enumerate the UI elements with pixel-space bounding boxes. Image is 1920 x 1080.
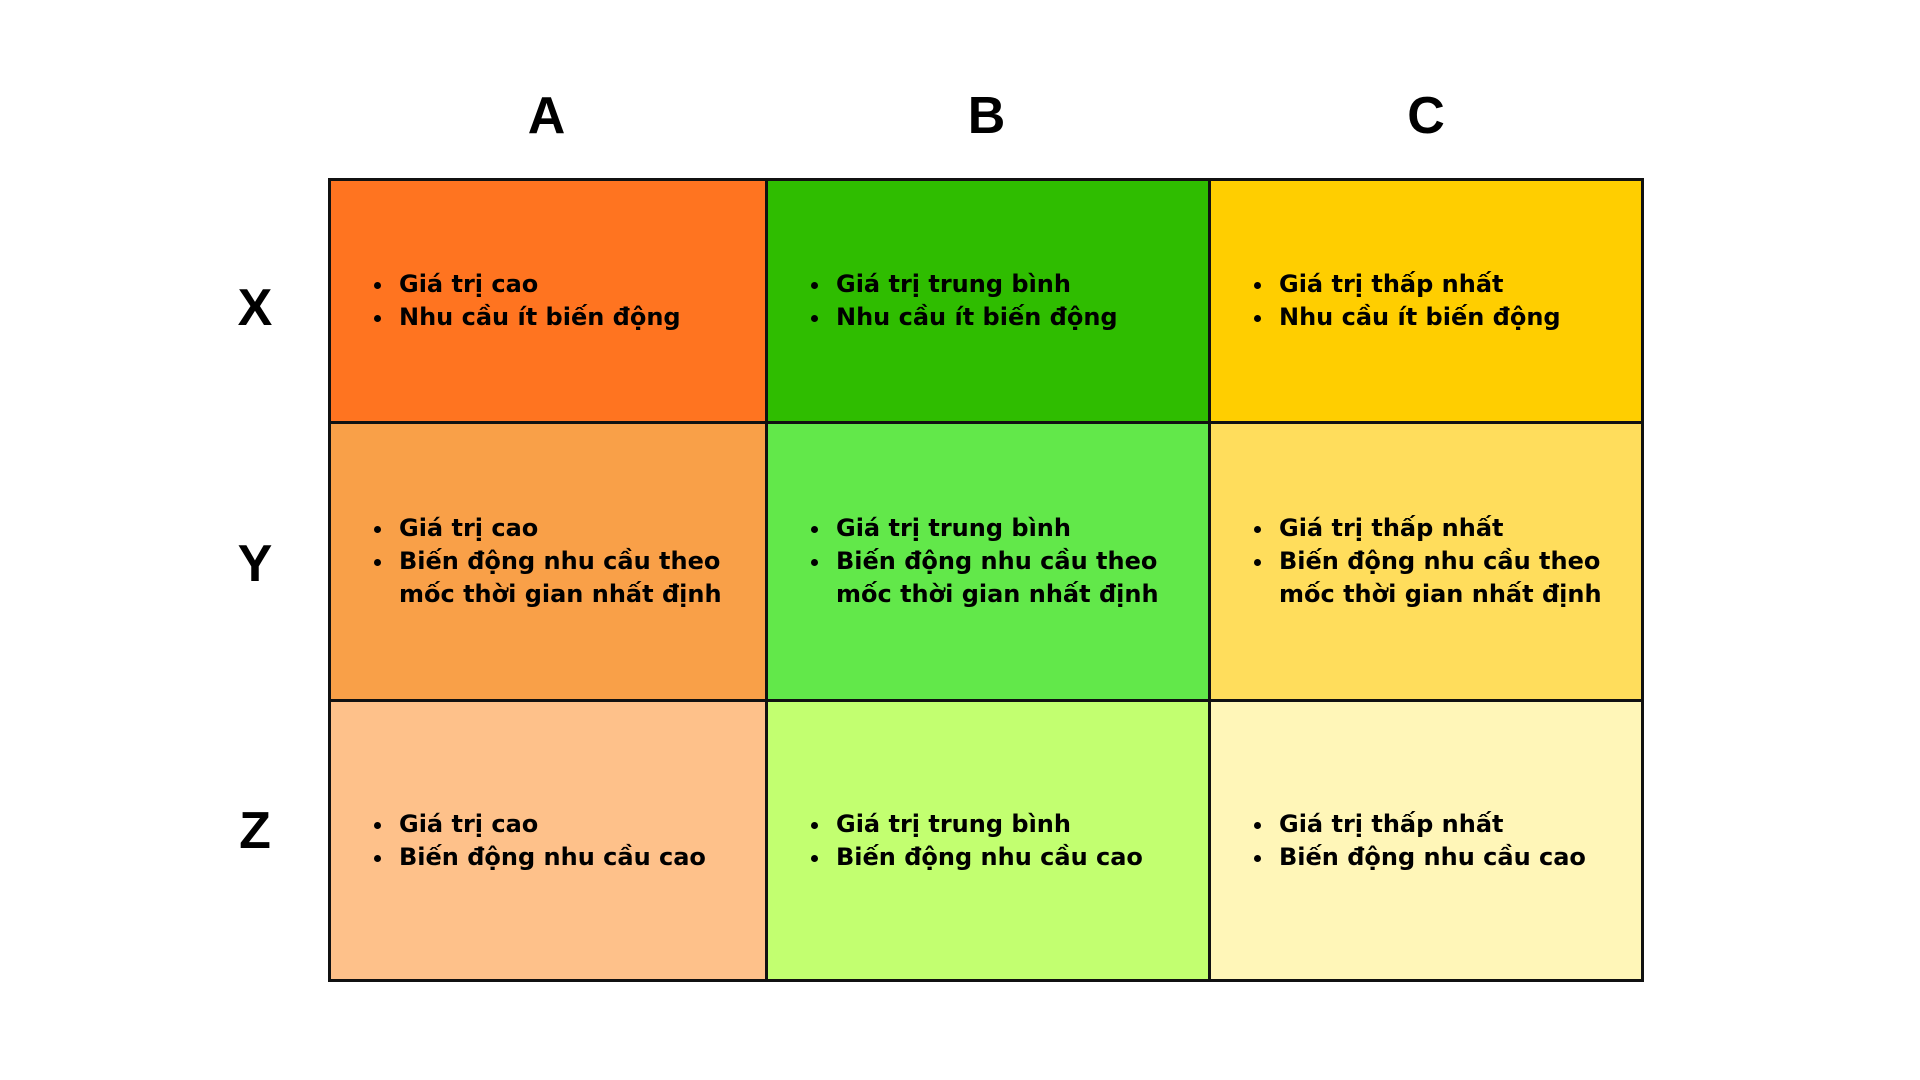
cell-y-c: Giá trị thấp nhất Biến động nhu cầu theo… <box>1211 424 1641 702</box>
bullet-item: Giá trị thấp nhất <box>1275 808 1586 841</box>
column-header-b: B <box>967 87 1006 145</box>
bullet-item: Giá trị thấp nhất <box>1275 268 1561 301</box>
cell-bullet-list: Giá trị trung bình Biến động nhu cầu cao <box>808 808 1143 874</box>
cell-x-b: Giá trị trung bình Nhu cầu ít biến động <box>768 181 1211 424</box>
bullet-item: Biến động nhu cầu cao <box>395 841 706 874</box>
bullet-item: Biến động nhu cầu theo mốc thời gian nhấ… <box>395 545 745 611</box>
cell-bullet-list: Giá trị cao Nhu cầu ít biến động <box>371 268 681 334</box>
cell-z-a: Giá trị cao Biến động nhu cầu cao <box>331 702 768 979</box>
bullet-item: Giá trị cao <box>395 268 681 301</box>
column-header-a: A <box>527 87 566 145</box>
bullet-item: Nhu cầu ít biến động <box>832 301 1118 334</box>
cell-x-a: Giá trị cao Nhu cầu ít biến động <box>331 181 768 424</box>
cell-bullet-list: Giá trị trung bình Nhu cầu ít biến động <box>808 268 1118 334</box>
cell-z-b: Giá trị trung bình Biến động nhu cầu cao <box>768 702 1211 979</box>
bullet-item: Nhu cầu ít biến động <box>1275 301 1561 334</box>
bullet-item: Biến động nhu cầu cao <box>832 841 1143 874</box>
row-header-y: Y <box>237 535 273 593</box>
cell-bullet-list: Giá trị cao Biến động nhu cầu theo mốc t… <box>371 512 745 611</box>
bullet-item: Biến động nhu cầu theo mốc thời gian nhấ… <box>832 545 1188 611</box>
cell-y-b: Giá trị trung bình Biến động nhu cầu the… <box>768 424 1211 702</box>
bullet-item: Giá trị trung bình <box>832 512 1188 545</box>
cell-bullet-list: Giá trị thấp nhất Biến động nhu cầu cao <box>1251 808 1586 874</box>
bullet-item: Giá trị trung bình <box>832 808 1143 841</box>
cell-z-c: Giá trị thấp nhất Biến động nhu cầu cao <box>1211 702 1641 979</box>
cell-y-a: Giá trị cao Biến động nhu cầu theo mốc t… <box>331 424 768 702</box>
xyz-abc-matrix: Giá trị cao Nhu cầu ít biến động Giá trị… <box>328 178 1644 982</box>
cell-bullet-list: Giá trị thấp nhất Biến động nhu cầu theo… <box>1251 512 1621 611</box>
bullet-item: Giá trị trung bình <box>832 268 1118 301</box>
bullet-item: Giá trị thấp nhất <box>1275 512 1621 545</box>
cell-bullet-list: Giá trị trung bình Biến động nhu cầu the… <box>808 512 1188 611</box>
cell-bullet-list: Giá trị cao Biến động nhu cầu cao <box>371 808 706 874</box>
row-header-x: X <box>237 279 273 337</box>
column-header-c: C <box>1407 87 1445 145</box>
bullet-item: Biến động nhu cầu cao <box>1275 841 1586 874</box>
bullet-item: Giá trị cao <box>395 512 745 545</box>
bullet-item: Nhu cầu ít biến động <box>395 301 681 334</box>
row-header-z: Z <box>239 802 271 860</box>
cell-bullet-list: Giá trị thấp nhất Nhu cầu ít biến động <box>1251 268 1561 334</box>
cell-x-c: Giá trị thấp nhất Nhu cầu ít biến động <box>1211 181 1641 424</box>
bullet-item: Biến động nhu cầu theo mốc thời gian nhấ… <box>1275 545 1621 611</box>
bullet-item: Giá trị cao <box>395 808 706 841</box>
